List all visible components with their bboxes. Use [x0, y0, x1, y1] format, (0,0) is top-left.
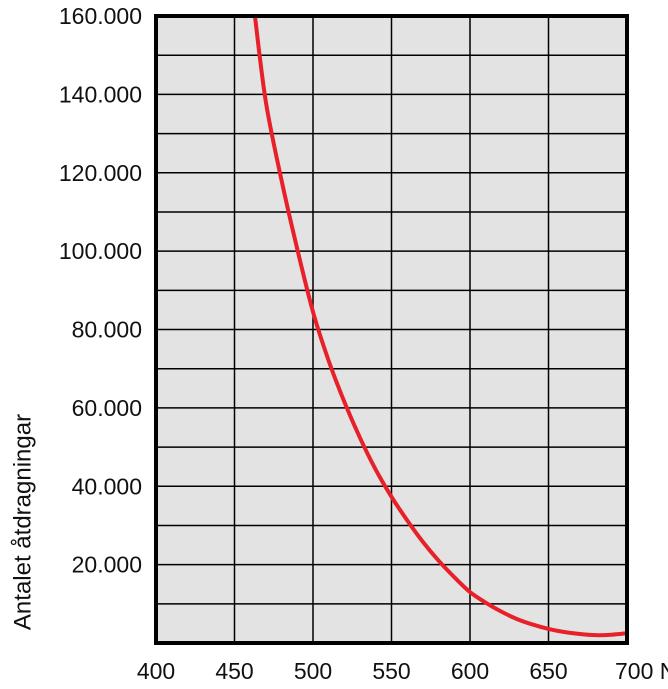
plot-frame [154, 14, 629, 645]
y-axis-label: Antalet åtdragningar [9, 414, 36, 630]
y-tick-label: 80.000 [72, 317, 142, 343]
x-tick-label: 650 [529, 658, 567, 684]
y-tick-label: 140.000 [59, 81, 142, 107]
series-line [252, 14, 629, 638]
y-tick-label: 100.000 [59, 238, 142, 264]
y-tick-label: 160.000 [59, 3, 142, 29]
y-tick-label: 120.000 [59, 160, 142, 186]
x-tick-label: 600 [451, 658, 489, 684]
x-tick-label: 450 [215, 658, 253, 684]
x-tick-label: 500 [294, 658, 332, 684]
y-tick-label: 20.000 [72, 552, 142, 578]
y-tick-label: 60.000 [72, 395, 142, 421]
y-tick-label: 40.000 [72, 473, 142, 499]
x-tick-label: 550 [372, 658, 410, 684]
x-tick-label: 400 [137, 658, 175, 684]
x-tick-label: 700 N [615, 658, 668, 684]
